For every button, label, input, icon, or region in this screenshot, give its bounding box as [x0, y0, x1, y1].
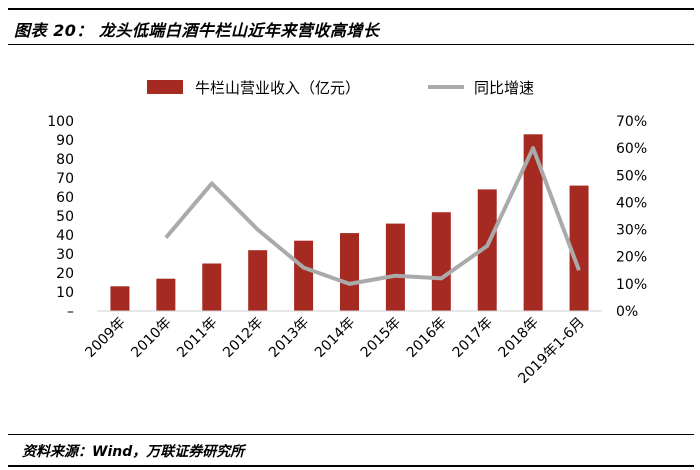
left-tick-label: 10: [56, 285, 74, 301]
left-tick-label: 100: [47, 114, 74, 130]
right-tick-label: 30%: [616, 223, 647, 239]
x-tick-label: 2009年: [82, 315, 128, 361]
left-tick-label: 60: [56, 190, 74, 206]
right-tick-label: 70%: [616, 114, 647, 130]
left-tick-label: 80: [56, 152, 74, 168]
left-tick-label: 20: [56, 266, 74, 282]
footer-bar: 资料来源：Wind，万联证券研究所: [8, 434, 694, 467]
x-tick-label: 2018年: [496, 315, 542, 361]
x-tick-label: 2016年: [404, 315, 450, 361]
right-tick-label: 40%: [616, 195, 647, 211]
growth-line: [164, 146, 581, 286]
bar-series: [110, 134, 589, 311]
left-tick-label: 50: [56, 209, 74, 225]
chart-title: 图表 20： 龙头低端白酒牛栏山近年来营收高增长: [14, 21, 380, 40]
left-tick-label: 70: [56, 171, 74, 187]
bar: [569, 185, 589, 311]
x-tick-label: 2012年: [220, 315, 266, 361]
x-tick-label: 2017年: [450, 315, 496, 361]
bar: [431, 212, 451, 311]
bar: [294, 240, 314, 311]
x-tick-label: 2015年: [358, 315, 404, 361]
left-tick-label: 90: [56, 133, 74, 149]
bar: [523, 134, 543, 311]
bar: [156, 278, 176, 311]
bar: [248, 250, 268, 311]
bar: [477, 189, 497, 311]
chart: 牛栏山营业收入（亿元） 同比增速 – 10 20 30 40 50 60 70 80 90 100 0…: [47, 79, 647, 387]
right-tick-label: 20%: [616, 250, 647, 266]
source-note: 资料来源：Wind，万联证券研究所: [22, 444, 245, 460]
bar: [202, 263, 222, 311]
right-tick-label: 60%: [616, 141, 647, 157]
title-bar: 图表 20： 龙头低端白酒牛栏山近年来营收高增长: [8, 8, 694, 45]
bar: [385, 223, 405, 311]
right-tick-label: 0%: [616, 304, 638, 320]
left-tick-label: –: [67, 304, 74, 320]
bar: [110, 286, 130, 311]
x-tick-label: 2013年: [266, 315, 312, 361]
right-tick-label: 50%: [616, 168, 647, 184]
x-tick-label: 2010年: [128, 315, 174, 361]
legend-swatch-revenue: [147, 80, 183, 94]
legend-label-growth: 同比增速: [474, 79, 534, 97]
left-tick-label: 30: [56, 247, 74, 263]
right-axis: 0% 10% 20% 30% 40% 50% 60% 70%: [616, 114, 647, 320]
x-tick-label: 2014年: [312, 315, 358, 361]
left-tick-label: 40: [56, 228, 74, 244]
bar: [340, 233, 359, 311]
line-series: [164, 146, 581, 286]
right-tick-label: 10%: [616, 277, 647, 293]
x-tick-label: 2011年: [174, 315, 220, 361]
legend-label-revenue: 牛栏山营业收入（亿元）: [195, 79, 360, 97]
left-axis: – 10 20 30 40 50 60 70 80 90 100: [47, 114, 74, 320]
x-axis: 2009年 2010年 2011年 2012年 2013年 2014年 2015年 2016年…: [82, 310, 602, 387]
legend: 牛栏山营业收入（亿元） 同比增速: [147, 79, 534, 97]
